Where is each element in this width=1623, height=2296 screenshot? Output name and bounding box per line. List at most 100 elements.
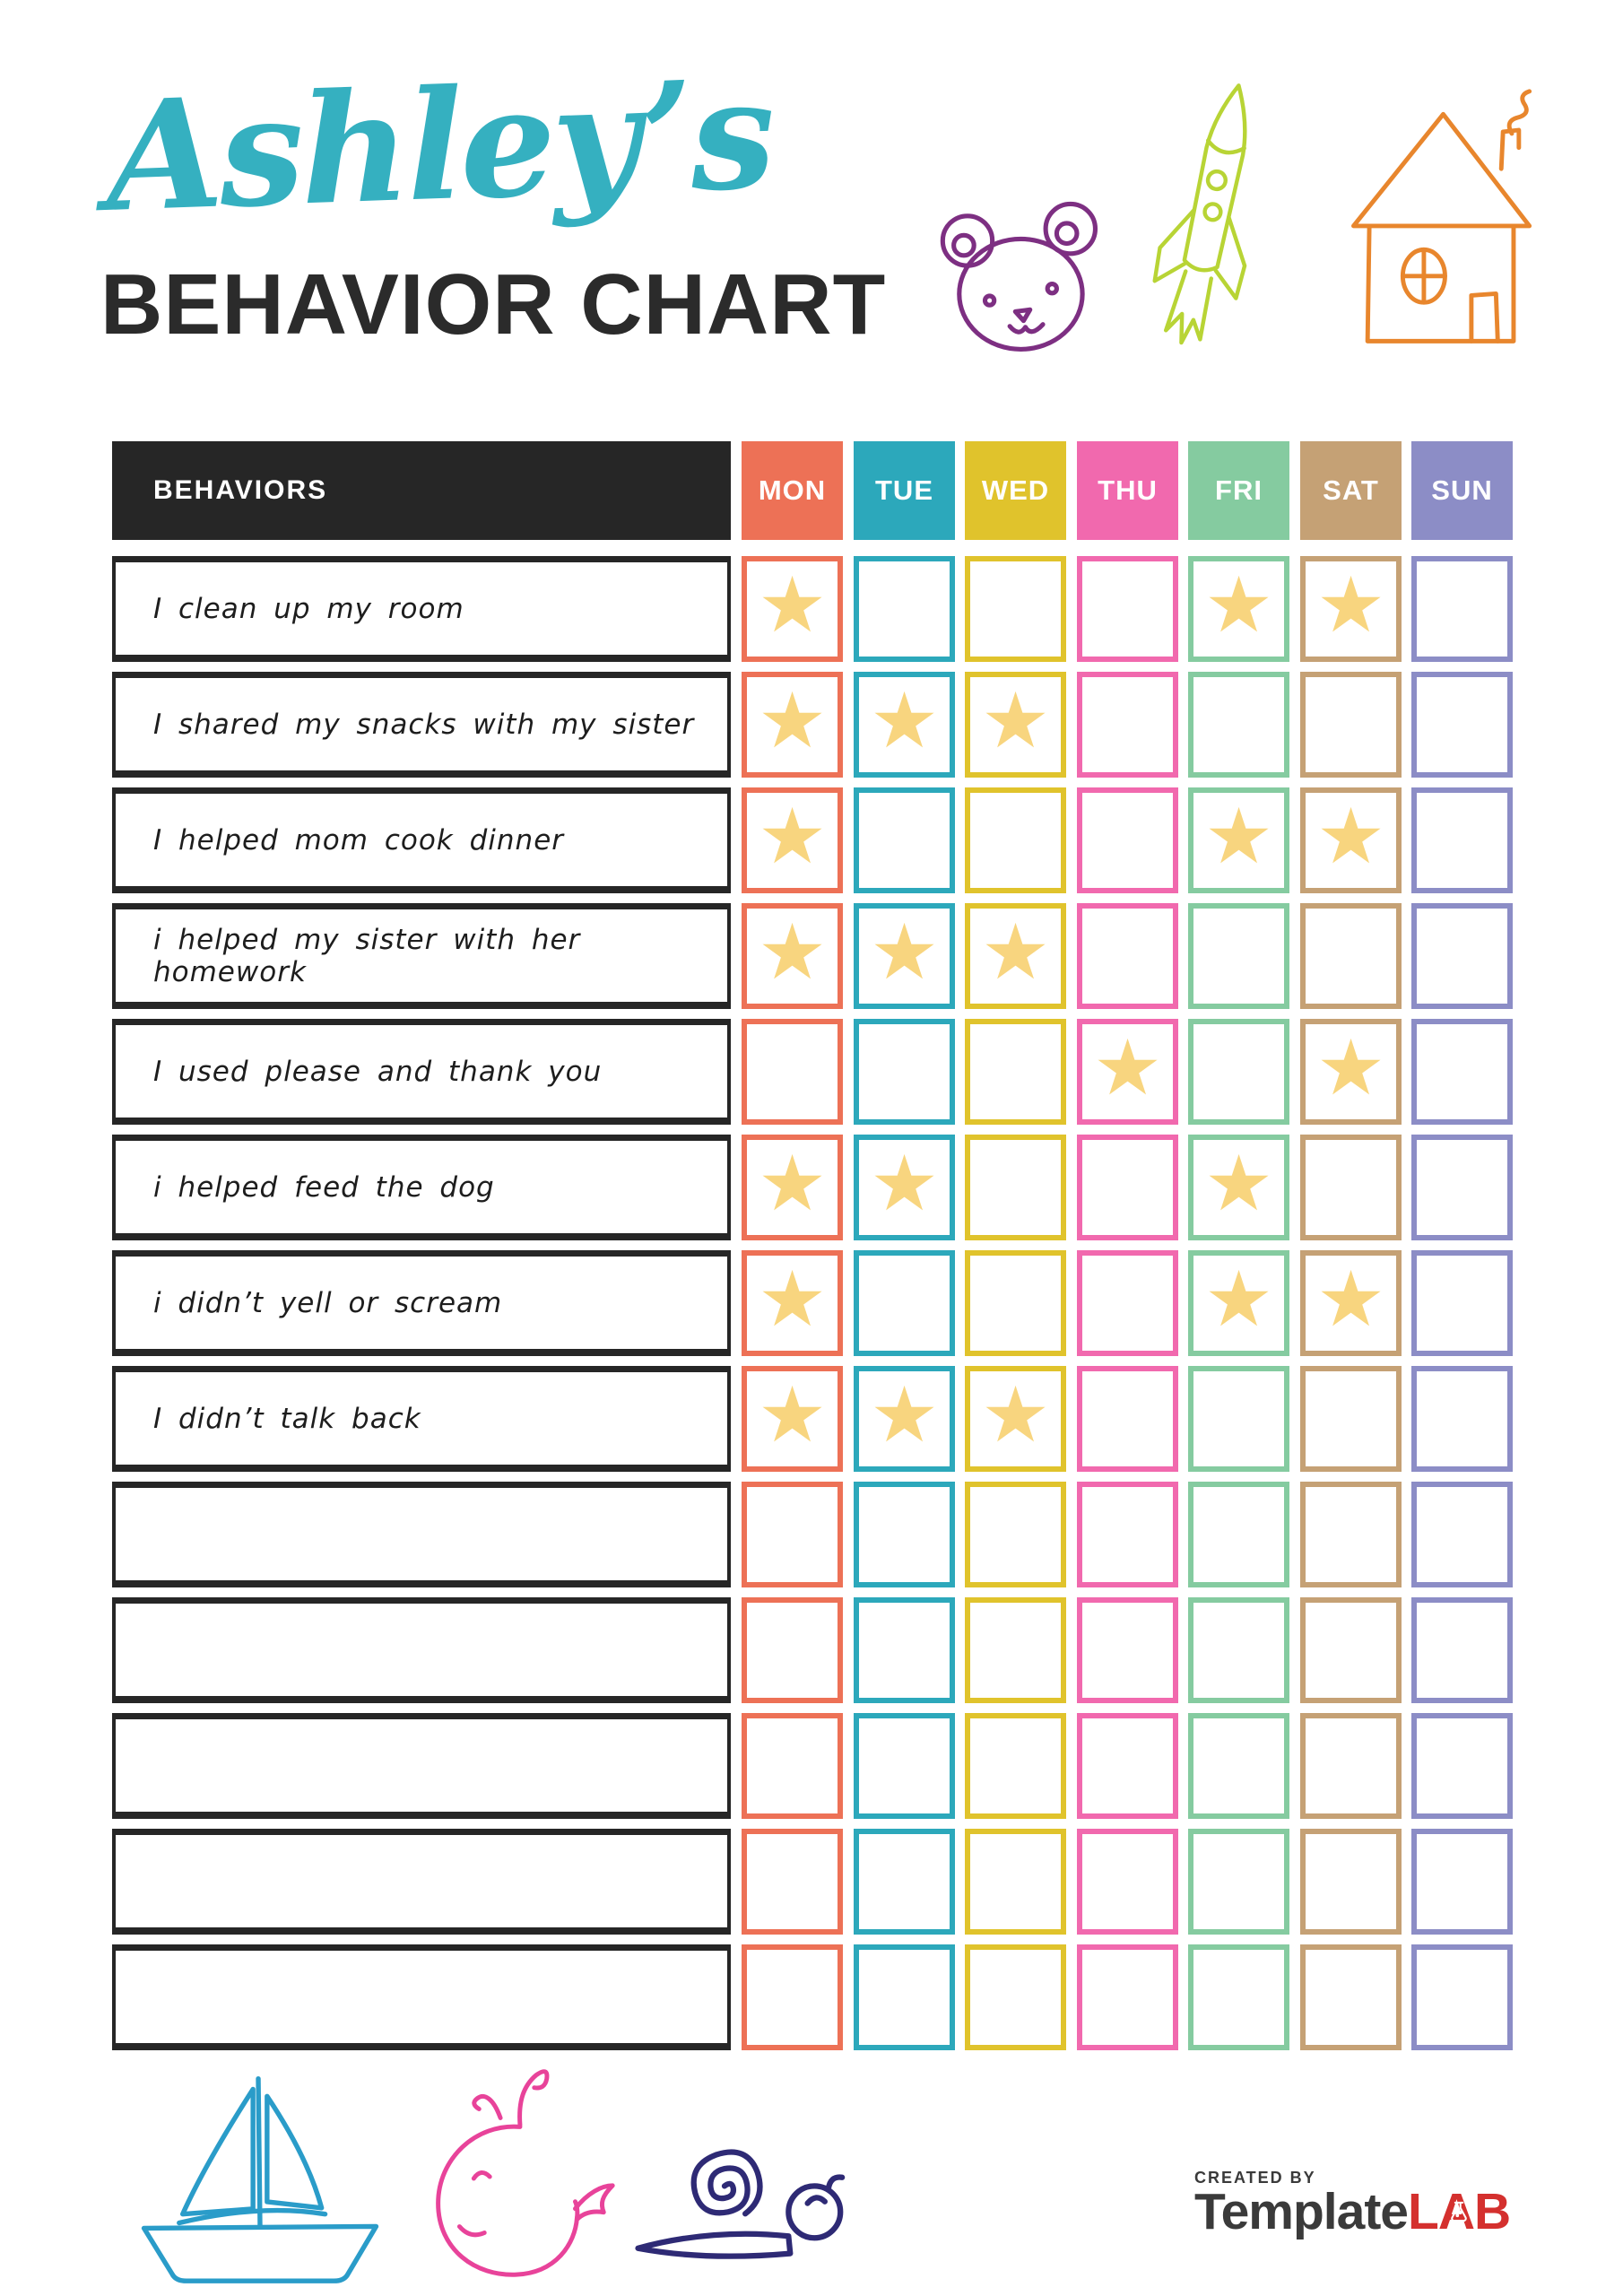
star-cell-sat-row3[interactable]: ★ — [1300, 787, 1402, 893]
star-cell-sat-row9[interactable] — [1300, 1482, 1402, 1587]
star-cell-sun-row8[interactable] — [1411, 1366, 1513, 1472]
star-cell-tue-row12[interactable] — [854, 1829, 955, 1935]
star-cell-wed-row13[interactable] — [965, 1944, 1066, 2050]
behavior-input-empty[interactable] — [112, 1944, 731, 2050]
star-cell-sun-row10[interactable] — [1411, 1597, 1513, 1703]
star-cell-fri-row8[interactable] — [1188, 1366, 1289, 1472]
star-cell-thu-row4[interactable] — [1077, 903, 1178, 1009]
star-cell-tue-row6[interactable]: ★ — [854, 1135, 955, 1240]
star-cell-mon-row1[interactable]: ★ — [742, 556, 843, 662]
star-cell-mon-row5[interactable] — [742, 1019, 843, 1125]
star-cell-fri-row7[interactable]: ★ — [1188, 1250, 1289, 1356]
star-cell-mon-row8[interactable]: ★ — [742, 1366, 843, 1472]
star-cell-thu-row1[interactable] — [1077, 556, 1178, 662]
star-cell-thu-row12[interactable] — [1077, 1829, 1178, 1935]
star-cell-sun-row2[interactable] — [1411, 672, 1513, 778]
star-cell-wed-row8[interactable]: ★ — [965, 1366, 1066, 1472]
star-cell-wed-row2[interactable]: ★ — [965, 672, 1066, 778]
star-cell-thu-row6[interactable] — [1077, 1135, 1178, 1240]
star-cell-thu-row8[interactable] — [1077, 1366, 1178, 1472]
star-cell-wed-row9[interactable] — [965, 1482, 1066, 1587]
star-cell-sat-row8[interactable] — [1300, 1366, 1402, 1472]
star-cell-sun-row12[interactable] — [1411, 1829, 1513, 1935]
star-cell-wed-row4[interactable]: ★ — [965, 903, 1066, 1009]
star-cell-fri-row2[interactable] — [1188, 672, 1289, 778]
star-cell-thu-row7[interactable] — [1077, 1250, 1178, 1356]
star-cell-thu-row5[interactable]: ★ — [1077, 1019, 1178, 1125]
star-cell-sat-row10[interactable] — [1300, 1597, 1402, 1703]
star-cell-wed-row3[interactable] — [965, 787, 1066, 893]
star-cell-fri-row10[interactable] — [1188, 1597, 1289, 1703]
star-cell-mon-row4[interactable]: ★ — [742, 903, 843, 1009]
star-cell-fri-row4[interactable] — [1188, 903, 1289, 1009]
star-cell-tue-row4[interactable]: ★ — [854, 903, 955, 1009]
star-cell-fri-row6[interactable]: ★ — [1188, 1135, 1289, 1240]
star-cell-sun-row3[interactable] — [1411, 787, 1513, 893]
star-cell-sun-row6[interactable] — [1411, 1135, 1513, 1240]
star-cell-fri-row11[interactable] — [1188, 1713, 1289, 1819]
star-cell-mon-row6[interactable]: ★ — [742, 1135, 843, 1240]
star-cell-mon-row10[interactable] — [742, 1597, 843, 1703]
behavior-text: i helped feed the dog — [153, 1170, 495, 1204]
star-cell-mon-row11[interactable] — [742, 1713, 843, 1819]
star-cell-sun-row4[interactable] — [1411, 903, 1513, 1009]
star-cell-tue-row5[interactable] — [854, 1019, 955, 1125]
star-cell-sun-row1[interactable] — [1411, 556, 1513, 662]
behavior-input-empty[interactable] — [112, 1829, 731, 1935]
star-cell-fri-row3[interactable]: ★ — [1188, 787, 1289, 893]
star-cell-tue-row8[interactable]: ★ — [854, 1366, 955, 1472]
star-cell-fri-row12[interactable] — [1188, 1829, 1289, 1935]
star-cell-tue-row13[interactable] — [854, 1944, 955, 2050]
star-cell-sat-row1[interactable]: ★ — [1300, 556, 1402, 662]
star-cell-wed-row1[interactable] — [965, 556, 1066, 662]
star-cell-sat-row4[interactable] — [1300, 903, 1402, 1009]
star-cell-thu-row9[interactable] — [1077, 1482, 1178, 1587]
star-cell-tue-row7[interactable] — [854, 1250, 955, 1356]
star-cell-tue-row1[interactable] — [854, 556, 955, 662]
day-header-tue: TUE — [854, 441, 955, 540]
star-cell-mon-row13[interactable] — [742, 1944, 843, 2050]
star-cell-mon-row12[interactable] — [742, 1829, 843, 1935]
star-cell-wed-row11[interactable] — [965, 1713, 1066, 1819]
star-cell-fri-row13[interactable] — [1188, 1944, 1289, 2050]
behavior-input-empty[interactable] — [112, 1597, 731, 1703]
star-cell-wed-row7[interactable] — [965, 1250, 1066, 1356]
star-cell-tue-row3[interactable] — [854, 787, 955, 893]
star-cell-thu-row13[interactable] — [1077, 1944, 1178, 2050]
star-cell-sat-row2[interactable] — [1300, 672, 1402, 778]
star-cell-wed-row6[interactable] — [965, 1135, 1066, 1240]
behavior-input-empty[interactable] — [112, 1713, 731, 1819]
star-cell-sun-row13[interactable] — [1411, 1944, 1513, 2050]
star-cell-mon-row7[interactable]: ★ — [742, 1250, 843, 1356]
behavior-input-empty[interactable] — [112, 1482, 731, 1587]
star-cell-mon-row9[interactable] — [742, 1482, 843, 1587]
star-cell-sat-row11[interactable] — [1300, 1713, 1402, 1819]
star-cell-sat-row12[interactable] — [1300, 1829, 1402, 1935]
star-cell-tue-row2[interactable]: ★ — [854, 672, 955, 778]
star-cell-thu-row2[interactable] — [1077, 672, 1178, 778]
star-cell-sun-row7[interactable] — [1411, 1250, 1513, 1356]
star-cell-thu-row11[interactable] — [1077, 1713, 1178, 1819]
star-cell-sun-row11[interactable] — [1411, 1713, 1513, 1819]
star-cell-mon-row3[interactable]: ★ — [742, 787, 843, 893]
star-cell-mon-row2[interactable]: ★ — [742, 672, 843, 778]
star-cell-sat-row6[interactable] — [1300, 1135, 1402, 1240]
page-title: BEHAVIOR CHART — [100, 257, 887, 352]
star-cell-wed-row10[interactable] — [965, 1597, 1066, 1703]
star-cell-wed-row5[interactable] — [965, 1019, 1066, 1125]
star-cell-sat-row7[interactable]: ★ — [1300, 1250, 1402, 1356]
star-cell-sat-row13[interactable] — [1300, 1944, 1402, 2050]
star-cell-sat-row5[interactable]: ★ — [1300, 1019, 1402, 1125]
star-cell-fri-row1[interactable]: ★ — [1188, 556, 1289, 662]
star-cell-wed-row12[interactable] — [965, 1829, 1066, 1935]
star-cell-thu-row3[interactable] — [1077, 787, 1178, 893]
star-cell-fri-row9[interactable] — [1188, 1482, 1289, 1587]
star-cell-sun-row5[interactable] — [1411, 1019, 1513, 1125]
star-cell-sun-row9[interactable] — [1411, 1482, 1513, 1587]
star-cell-thu-row10[interactable] — [1077, 1597, 1178, 1703]
star-cell-tue-row11[interactable] — [854, 1713, 955, 1819]
star-icon: ★ — [869, 1139, 940, 1229]
star-cell-tue-row10[interactable] — [854, 1597, 955, 1703]
star-cell-tue-row9[interactable] — [854, 1482, 955, 1587]
star-cell-fri-row5[interactable] — [1188, 1019, 1289, 1125]
